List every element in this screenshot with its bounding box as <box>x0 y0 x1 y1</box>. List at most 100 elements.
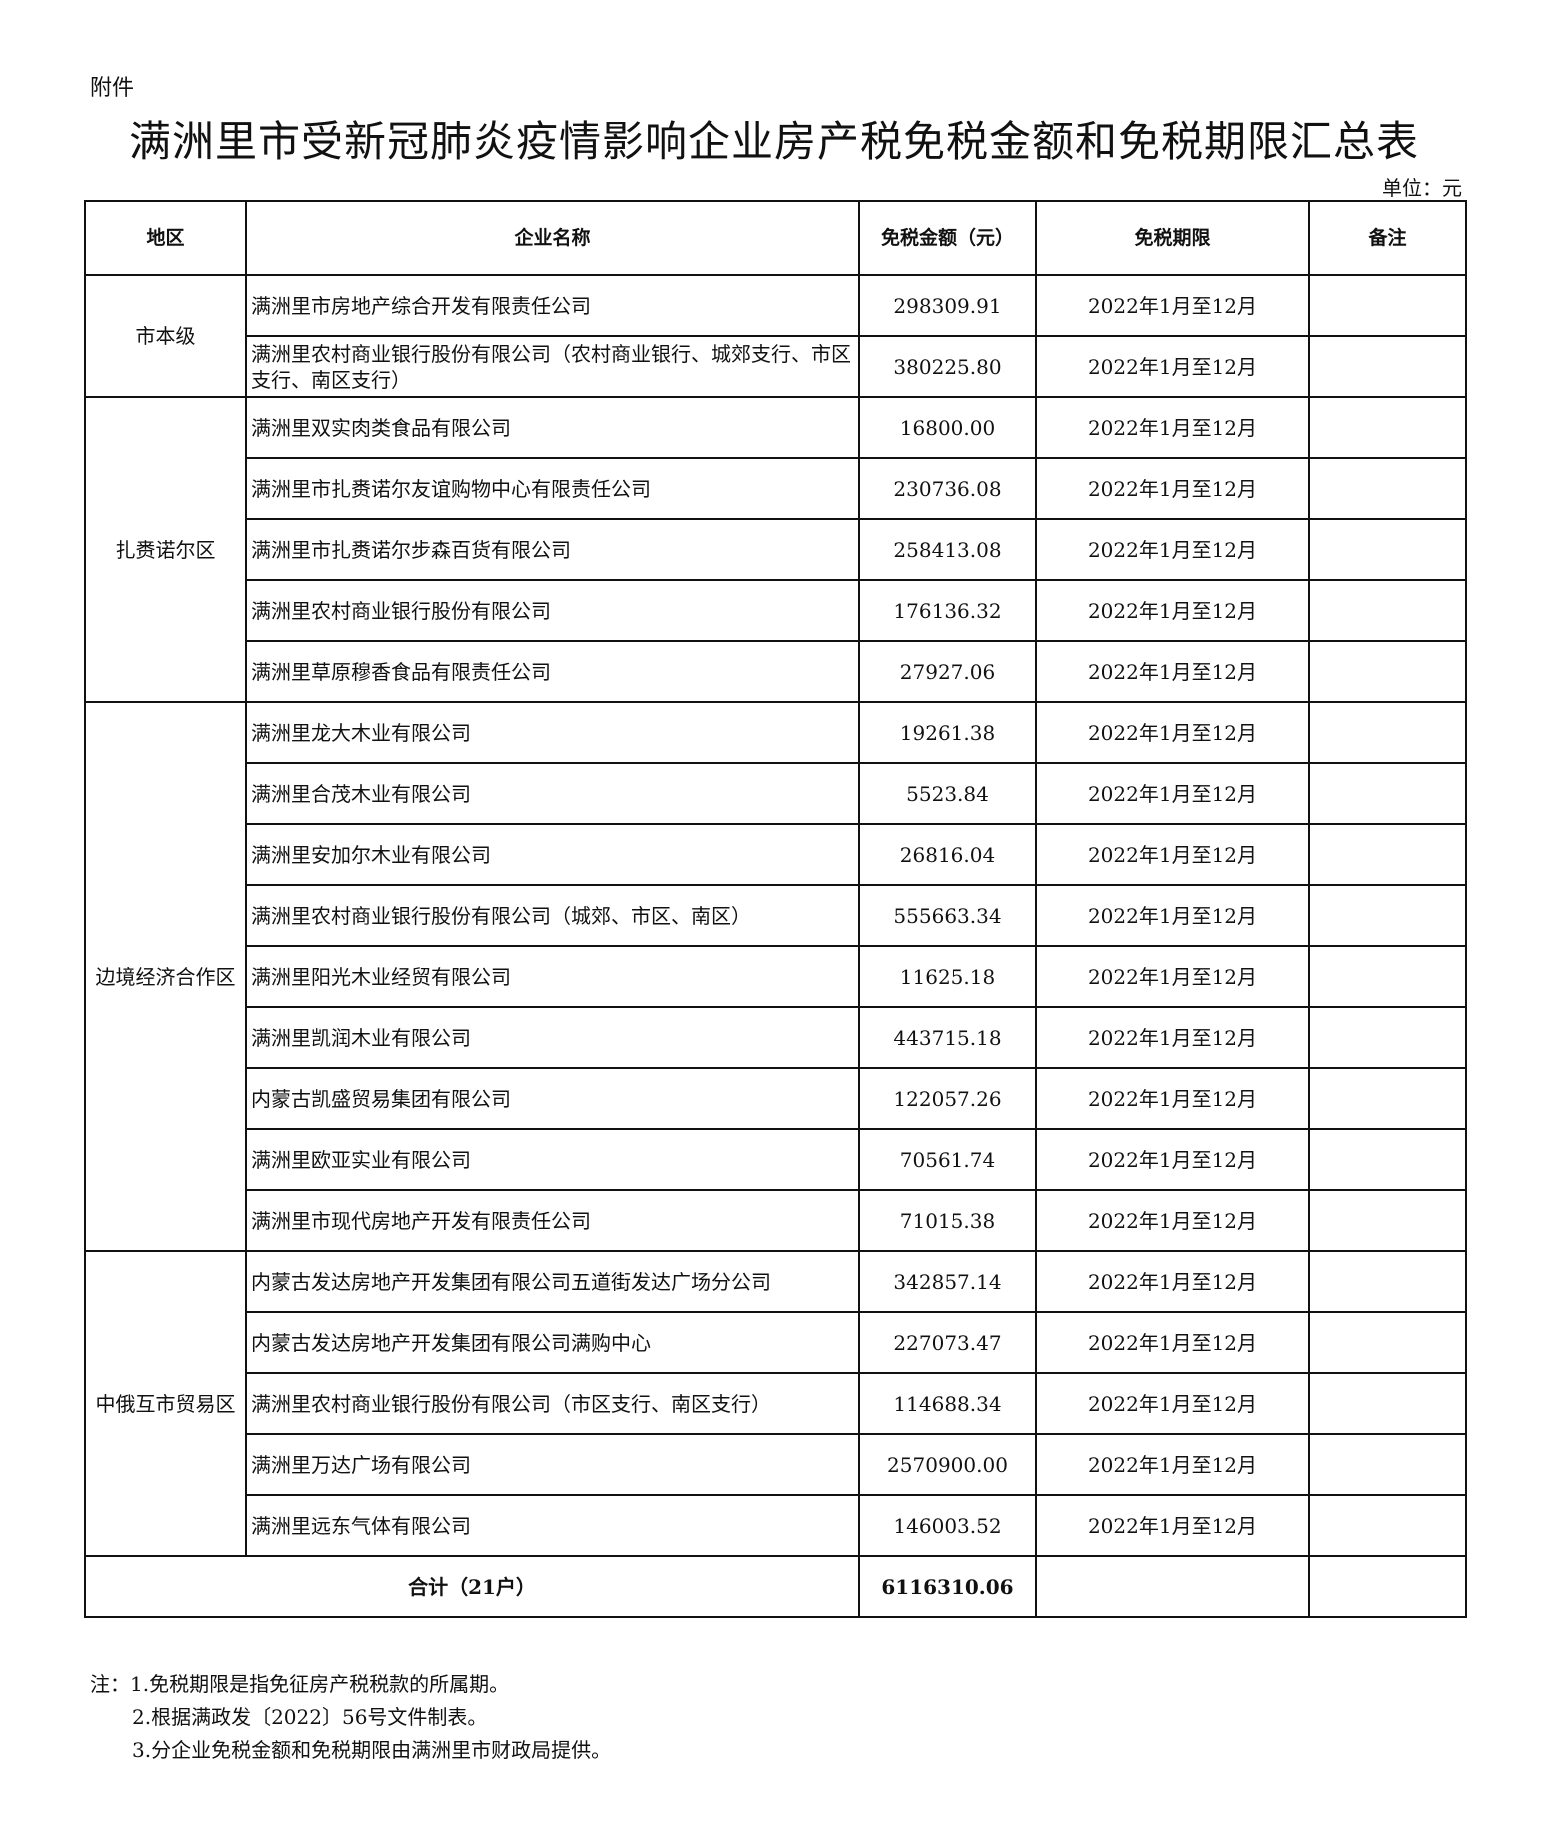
table-row: 满洲里合茂木业有限公司 5523.84 2022年1月至12月 <box>85 762 1467 825</box>
period-cell: 2022年1月至12月 <box>1035 518 1310 581</box>
period-cell: 2022年1月至12月 <box>1035 823 1310 886</box>
table-row: 中俄互市贸易区 内蒙古发达房地产开发集团有限公司五道街发达广场分公司 342857.… <box>84 1250 1467 1557</box>
period-cell: 2022年1月至12月 <box>1035 1372 1310 1435</box>
period-cell: 2022年1月至12月 <box>1035 579 1310 642</box>
company-name-cell: 满洲里安加尔木业有限公司 <box>245 823 860 886</box>
remark-cell <box>1308 1067 1467 1130</box>
total-remark <box>1308 1555 1467 1618</box>
remark-cell <box>1308 823 1467 886</box>
table-row: 满洲里市扎赉诺尔友谊购物中心有限责任公司 230736.08 2022年1月至12月 <box>85 457 1467 520</box>
amount-cell: 2570900.00 <box>858 1433 1037 1496</box>
period-cell: 2022年1月至12月 <box>1035 1189 1310 1252</box>
amount-cell: 26816.04 <box>858 823 1037 886</box>
remark-cell <box>1308 457 1467 520</box>
company-name-cell: 满洲里农村商业银行股份有限公司（农村商业银行、城郊支行、市区支行、南区支行） <box>245 335 860 398</box>
amount-cell: 380225.80 <box>858 335 1037 398</box>
region-cell: 边境经济合作区 <box>84 701 247 1252</box>
remark-cell <box>1308 1128 1467 1191</box>
amount-cell: 298309.91 <box>858 274 1037 337</box>
header-row: 地区 企业名称 免税金额（元） 免税期限 备注 <box>84 200 1467 276</box>
table-row: 满洲里农村商业银行股份有限公司（市区支行、南区支行） 114688.34 2022年… <box>85 1372 1467 1435</box>
table-row: 满洲里远东气体有限公司 146003.52 2022年1月至12月 <box>85 1494 1467 1557</box>
table-row: 满洲里农村商业银行股份有限公司 176136.32 2022年1月至12月 <box>85 579 1467 642</box>
period-cell: 2022年1月至12月 <box>1035 1128 1310 1191</box>
remark-cell <box>1308 274 1467 337</box>
remark-cell <box>1308 1250 1467 1313</box>
total-amount: 6116310.06 <box>858 1555 1037 1618</box>
period-cell: 2022年1月至12月 <box>1035 335 1310 398</box>
remark-cell <box>1308 701 1467 764</box>
period-cell: 2022年1月至12月 <box>1035 1494 1310 1557</box>
amount-cell: 11625.18 <box>858 945 1037 1008</box>
company-name-cell: 满洲里农村商业银行股份有限公司 <box>245 579 860 642</box>
period-cell: 2022年1月至12月 <box>1035 640 1310 703</box>
notes: 注：1.免税期限是指免征房产税税款的所属期。 2.根据满政发〔2022〕56号文… <box>90 1668 611 1767</box>
company-name-cell: 满洲里欧亚实业有限公司 <box>245 1128 860 1191</box>
table-row: 满洲里安加尔木业有限公司 26816.04 2022年1月至12月 <box>85 823 1467 886</box>
company-name-cell: 满洲里双实肉类食品有限公司 <box>245 396 860 459</box>
note-1: 注：1.免税期限是指免征房产税税款的所属期。 <box>90 1672 510 1696</box>
header-amount: 免税金额（元） <box>858 200 1037 276</box>
table-row: 内蒙古凯盛贸易集团有限公司 122057.26 2022年1月至12月 <box>85 1067 1467 1130</box>
header-period: 免税期限 <box>1035 200 1310 276</box>
remark-cell <box>1308 1372 1467 1435</box>
period-cell: 2022年1月至12月 <box>1035 701 1310 764</box>
table-row: 满洲里农村商业银行股份有限公司（农村商业银行、城郊支行、市区支行、南区支行） 38… <box>85 335 1467 398</box>
amount-cell: 16800.00 <box>858 396 1037 459</box>
company-name-cell: 满洲里市扎赉诺尔步森百货有限公司 <box>245 518 860 581</box>
header-company: 企业名称 <box>245 200 860 276</box>
remark-cell <box>1308 762 1467 825</box>
remark-cell <box>1308 1494 1467 1557</box>
table-row: 满洲里阳光木业经贸有限公司 11625.18 2022年1月至12月 <box>85 945 1467 1008</box>
attachment-label: 附件 <box>90 76 135 101</box>
amount-cell: 71015.38 <box>858 1189 1037 1252</box>
region-cell: 市本级 <box>84 274 247 398</box>
period-cell: 2022年1月至12月 <box>1035 1006 1310 1069</box>
company-name-cell: 满洲里远东气体有限公司 <box>245 1494 860 1557</box>
company-name-cell: 满洲里农村商业银行股份有限公司（市区支行、南区支行） <box>245 1372 860 1435</box>
remark-cell <box>1308 396 1467 459</box>
company-name-cell: 满洲里合茂木业有限公司 <box>245 762 860 825</box>
amount-cell: 146003.52 <box>858 1494 1037 1557</box>
table-row: 边境经济合作区 满洲里龙大木业有限公司 19261.38 2022年1月至12月 <box>84 701 1467 1252</box>
table-row: 满洲里欧亚实业有限公司 70561.74 2022年1月至12月 <box>85 1128 1467 1191</box>
table-row: 满洲里市现代房地产开发有限责任公司 71015.38 2022年1月至12月 <box>85 1189 1467 1252</box>
period-cell: 2022年1月至12月 <box>1035 457 1310 520</box>
summary-table: 地区 企业名称 免税金额（元） 免税期限 备注 市本级 满洲里市房地产综合开发有限… <box>84 200 1467 1618</box>
amount-cell: 342857.14 <box>858 1250 1037 1313</box>
table-row: 内蒙古发达房地产开发集团有限公司满购中心 227073.47 2022年1月至12月 <box>85 1311 1467 1374</box>
company-name-cell: 满洲里市房地产综合开发有限责任公司 <box>245 274 860 337</box>
company-name-cell: 满洲里万达广场有限公司 <box>245 1433 860 1496</box>
remark-cell <box>1308 1311 1467 1374</box>
company-name-cell: 内蒙古发达房地产开发集团有限公司满购中心 <box>245 1311 860 1374</box>
total-row: 合计（21户） 6116310.06 <box>84 1555 1467 1618</box>
note-3: 3.分企业免税金额和免税期限由满洲里市财政局提供。 <box>132 1738 612 1762</box>
remark-cell <box>1308 1006 1467 1069</box>
company-name-cell: 满洲里农村商业银行股份有限公司（城郊、市区、南区） <box>245 884 860 947</box>
company-name-cell: 满洲里市扎赉诺尔友谊购物中心有限责任公司 <box>245 457 860 520</box>
amount-cell: 122057.26 <box>858 1067 1037 1130</box>
amount-cell: 443715.18 <box>858 1006 1037 1069</box>
company-name-cell: 满洲里阳光木业经贸有限公司 <box>245 945 860 1008</box>
amount-cell: 19261.38 <box>858 701 1037 764</box>
amount-cell: 27927.06 <box>858 640 1037 703</box>
period-cell: 2022年1月至12月 <box>1035 1433 1310 1496</box>
company-name-cell: 内蒙古发达房地产开发集团有限公司五道街发达广场分公司 <box>245 1250 860 1313</box>
amount-cell: 70561.74 <box>858 1128 1037 1191</box>
amount-cell: 555663.34 <box>858 884 1037 947</box>
period-cell: 2022年1月至12月 <box>1035 1311 1310 1374</box>
unit-label: 单位：元 <box>1382 176 1462 200</box>
table-row: 满洲里凯润木业有限公司 443715.18 2022年1月至12月 <box>85 1006 1467 1069</box>
remark-cell <box>1308 579 1467 642</box>
table-row: 满洲里草原穆香食品有限责任公司 27927.06 2022年1月至12月 <box>85 640 1467 703</box>
remark-cell <box>1308 1433 1467 1496</box>
remark-cell <box>1308 640 1467 703</box>
company-name-cell: 满洲里龙大木业有限公司 <box>245 701 860 764</box>
table-row: 市本级 满洲里市房地产综合开发有限责任公司 298309.91 2022年1月至12月 <box>84 274 1467 398</box>
remark-cell <box>1308 335 1467 398</box>
company-name-cell: 内蒙古凯盛贸易集团有限公司 <box>245 1067 860 1130</box>
company-name-cell: 满洲里草原穆香食品有限责任公司 <box>245 640 860 703</box>
table-row: 扎赉诺尔区 满洲里双实肉类食品有限公司 16800.00 2022年1月至12月 <box>84 396 1467 703</box>
period-cell: 2022年1月至12月 <box>1035 1250 1310 1313</box>
region-cell: 中俄互市贸易区 <box>84 1250 247 1557</box>
